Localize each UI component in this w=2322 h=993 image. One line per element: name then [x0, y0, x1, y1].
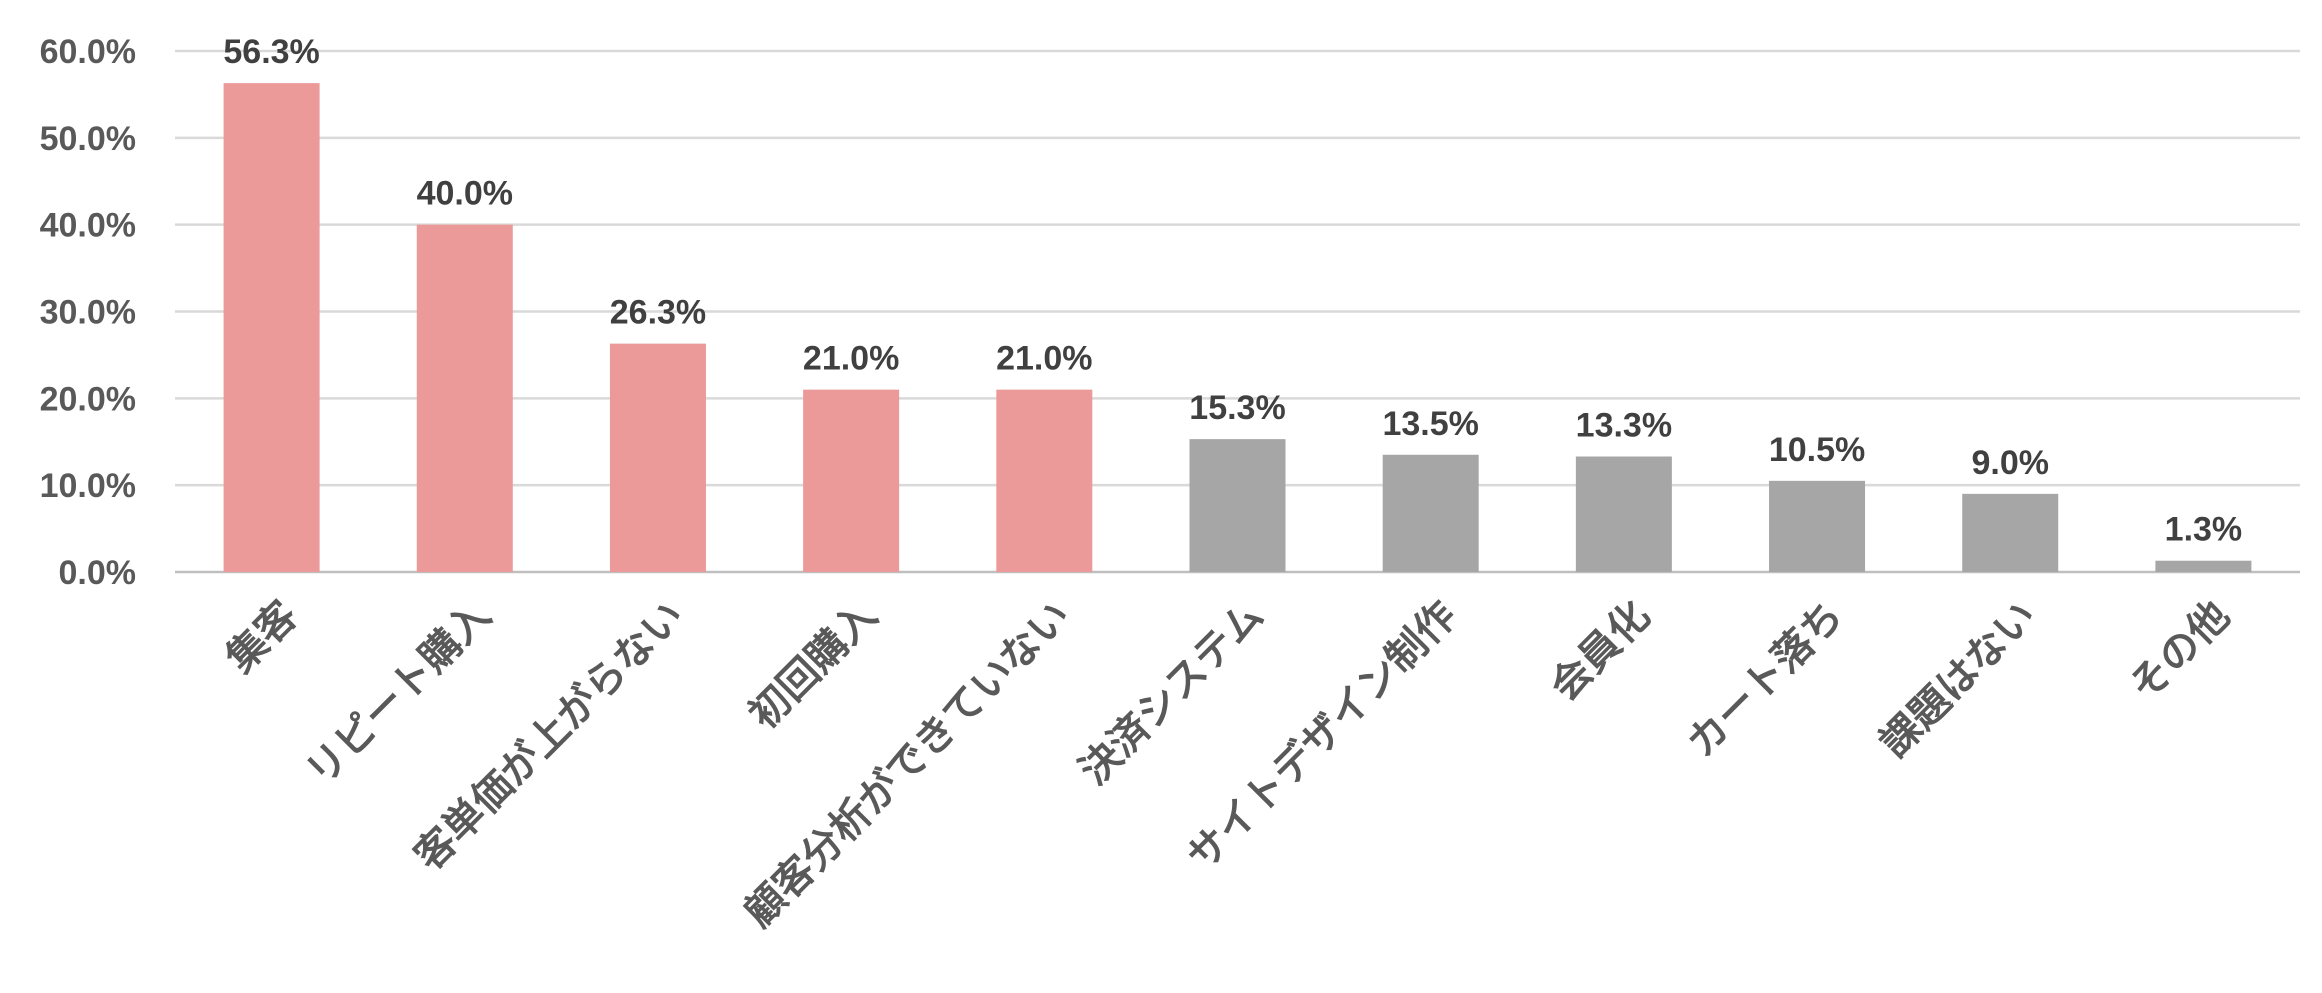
bar [223, 83, 320, 573]
category-label: 決済システム [1071, 593, 1272, 794]
data-label: 1.3% [2165, 511, 2243, 549]
data-label: 56.3% [223, 33, 319, 71]
y-tick-label: 60.0% [40, 33, 136, 71]
y-tick-label: 50.0% [40, 120, 136, 158]
category-label: 課題はない [1871, 593, 2045, 767]
y-tick-label: 0.0% [59, 554, 137, 592]
y-tick-label: 30.0% [40, 294, 136, 332]
bar [803, 389, 900, 572]
gridlines [175, 49, 2300, 574]
data-label: 21.0% [803, 340, 899, 378]
bar [609, 343, 706, 572]
data-label: 13.3% [1576, 407, 1672, 445]
y-tick-label: 10.0% [40, 467, 136, 505]
bar [1575, 456, 1672, 572]
category-label: その他 [2121, 593, 2238, 710]
bar [996, 389, 1093, 572]
bar [2155, 560, 2252, 572]
y-tick-label: 40.0% [40, 207, 136, 245]
data-label: 13.5% [1382, 405, 1478, 443]
data-label: 9.0% [1971, 444, 2049, 482]
y-tick-label: 20.0% [40, 380, 136, 418]
category-label: 会員化 [1542, 593, 1659, 710]
category-label: リピート購入 [298, 593, 500, 795]
bar [1189, 439, 1286, 572]
data-label: 15.3% [1189, 389, 1285, 427]
bar [1769, 480, 1866, 572]
category-label: 顧客分析ができていない [736, 593, 1080, 937]
data-label: 21.0% [996, 340, 1092, 378]
data-label: 40.0% [417, 175, 513, 213]
bars [223, 83, 2252, 573]
y-axis-tick-labels: 0.0% 10.0% 20.0% 30.0% 40.0% 50.0% 60.0% [40, 33, 136, 592]
data-label: 26.3% [610, 294, 706, 332]
data-labels: 56.3% 40.0% 26.3% 21.0% 21.0% 15.3% 13.5% 13.3%… [223, 33, 2242, 549]
category-label: カート落ち [1678, 593, 1852, 767]
data-label: 10.5% [1769, 431, 1865, 469]
bar [416, 224, 513, 572]
category-label: 集客 [217, 593, 307, 683]
bar [1382, 454, 1479, 572]
category-label: 初回購入 [741, 593, 887, 739]
bar [1962, 493, 2059, 572]
